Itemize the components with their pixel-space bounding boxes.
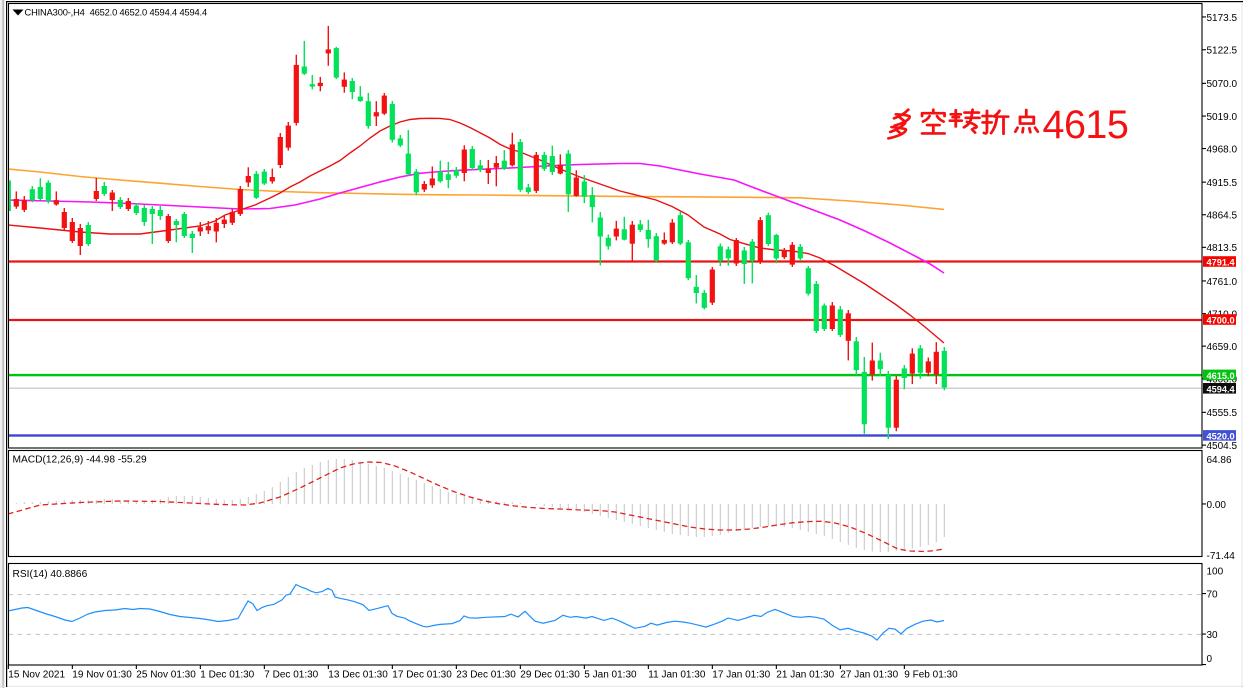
svg-text:9 Feb 01:30: 9 Feb 01:30 [904, 670, 958, 681]
svg-text:7 Dec 01:30: 7 Dec 01:30 [264, 670, 318, 681]
svg-text:CHINA300-,H4 4652.0 4652.0 45: CHINA300-,H4 4652.0 4652.0 4594.4 4594.4 [25, 7, 208, 17]
svg-text:RSI(14) 40.8866: RSI(14) 40.8866 [13, 569, 88, 580]
svg-text:4915.5: 4915.5 [1207, 178, 1238, 189]
svg-text:4968.0: 4968.0 [1207, 144, 1238, 155]
svg-text:0: 0 [1207, 654, 1213, 665]
svg-text:4520.0: 4520.0 [1207, 431, 1235, 441]
svg-text:13 Dec 01:30: 13 Dec 01:30 [328, 670, 388, 681]
svg-text:MACD(12,26,9) -44.98 -55.29: MACD(12,26,9) -44.98 -55.29 [13, 454, 148, 465]
svg-text:17 Dec 01:30: 17 Dec 01:30 [392, 670, 452, 681]
svg-text:30: 30 [1207, 630, 1219, 641]
svg-text:-71.44: -71.44 [1207, 551, 1236, 562]
svg-text:5019.0: 5019.0 [1207, 112, 1238, 123]
svg-text:4659.0: 4659.0 [1207, 342, 1238, 353]
svg-text:0.00: 0.00 [1207, 500, 1227, 511]
svg-text:4700.0: 4700.0 [1207, 316, 1235, 326]
svg-text:27 Jan 01:30: 27 Jan 01:30 [840, 670, 898, 681]
svg-text:4594.4: 4594.4 [1207, 384, 1236, 394]
svg-text:64.86: 64.86 [1207, 455, 1232, 466]
svg-text:29 Dec 01:30: 29 Dec 01:30 [520, 670, 580, 681]
svg-text:17 Jan 01:30: 17 Jan 01:30 [712, 670, 770, 681]
svg-text:100: 100 [1207, 566, 1224, 577]
svg-text:23 Dec 01:30: 23 Dec 01:30 [456, 670, 516, 681]
svg-text:5 Jan 01:30: 5 Jan 01:30 [584, 670, 637, 681]
svg-text:1 Dec 01:30: 1 Dec 01:30 [200, 670, 254, 681]
svg-text:25 Nov 01:30: 25 Nov 01:30 [136, 670, 196, 681]
svg-text:4761.0: 4761.0 [1207, 277, 1238, 288]
svg-text:4615: 4615 [1043, 103, 1129, 147]
svg-text:4791.4: 4791.4 [1207, 258, 1236, 268]
svg-text:5122.5: 5122.5 [1207, 46, 1238, 57]
svg-text:4813.5: 4813.5 [1207, 243, 1238, 254]
svg-text:4864.5: 4864.5 [1207, 211, 1238, 222]
svg-text:4555.5: 4555.5 [1207, 408, 1238, 419]
svg-text:11 Jan 01:30: 11 Jan 01:30 [648, 670, 706, 681]
svg-text:5070.0: 5070.0 [1207, 79, 1238, 90]
svg-text:15 Nov 2021: 15 Nov 2021 [8, 670, 65, 681]
svg-text:4504.5: 4504.5 [1207, 441, 1238, 452]
svg-text:70: 70 [1207, 589, 1219, 600]
svg-text:5173.5: 5173.5 [1207, 13, 1238, 24]
svg-text:4615.0: 4615.0 [1207, 371, 1235, 381]
svg-text:19 Nov 01:30: 19 Nov 01:30 [72, 670, 132, 681]
svg-text:21 Jan 01:30: 21 Jan 01:30 [776, 670, 834, 681]
